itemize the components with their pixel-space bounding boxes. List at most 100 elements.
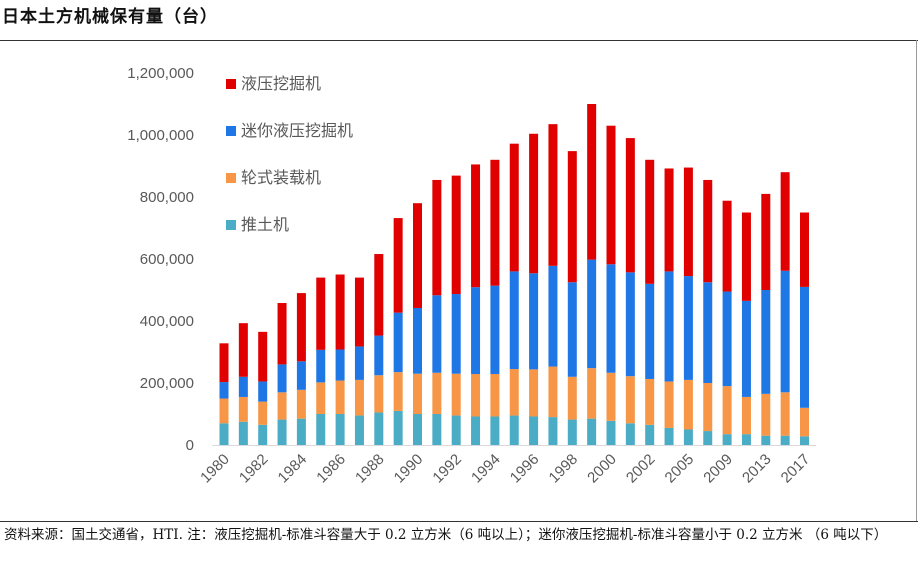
bar-segment [490, 285, 500, 375]
bar-segment [529, 133, 539, 274]
legend-swatch [226, 126, 236, 136]
bar-segment [490, 416, 500, 445]
bar-segment [567, 282, 577, 377]
bar-segment [683, 276, 693, 380]
x-tick-label: 1992 [429, 451, 465, 487]
bar-segment [722, 386, 732, 435]
x-tick-label: 2005 [662, 451, 698, 487]
bar-segment [722, 200, 732, 292]
bar-segment [509, 143, 519, 272]
y-axis: 0 200,000 400,000 600,000 800,000 1,000,000 1,… [127, 65, 194, 454]
bar-segment [683, 379, 693, 430]
bar-segment [529, 416, 539, 445]
bar-segment [645, 159, 655, 284]
bar-segment [606, 264, 616, 373]
bar-segment [741, 396, 751, 435]
bar-segment [529, 273, 539, 370]
bar-segment [509, 415, 519, 445]
bar-segment [451, 294, 461, 374]
bar-segment [664, 381, 674, 428]
x-tick-label: 2013 [739, 451, 775, 487]
bar-segment [413, 307, 422, 374]
bar-segment [413, 373, 422, 414]
source-note: 资料来源：国土交通省，HTI. 注：液压挖掘机-标准斗容量大于 0.2 立方米（… [4, 527, 888, 543]
bar-segment [219, 343, 229, 383]
bar-segment [645, 283, 655, 379]
legend-label: 液压挖掘机 [241, 74, 321, 93]
bar-segment [703, 431, 713, 445]
bar-segment [645, 378, 655, 425]
bar-segment [374, 335, 384, 376]
bar-segment [393, 372, 403, 411]
bar-segment [606, 372, 616, 421]
bar-segment [335, 414, 345, 445]
bar-segment [432, 179, 442, 296]
bar-segment [509, 369, 519, 416]
bar-segment [490, 159, 500, 286]
x-tick-label: 1996 [507, 451, 543, 487]
bar-segment [413, 414, 422, 445]
bar-segment [374, 375, 384, 413]
bar-segment [258, 381, 268, 402]
y-tick-label: 0 [186, 437, 194, 454]
x-tick-label: 2009 [700, 451, 736, 487]
bar-segment [529, 369, 539, 417]
y-tick-label: 1,200,000 [127, 65, 194, 82]
x-axis: 1980 1982 1984 1986 1988 1990 1992 1994 1996 1998… [197, 445, 817, 487]
x-tick-label: 1994 [468, 451, 504, 487]
bar-segment [258, 401, 268, 425]
legend-swatch [226, 173, 236, 183]
bar-segment [277, 419, 287, 445]
bar-segment [277, 364, 287, 393]
x-tick-label: 1988 [352, 451, 388, 487]
bar-segment [587, 104, 597, 260]
bar-segment [219, 382, 229, 399]
bar-segment [335, 349, 345, 381]
bar-segment [432, 414, 442, 445]
y-tick-label: 1,000,000 [127, 127, 194, 144]
legend-label: 迷你液压挖掘机 [241, 121, 353, 140]
bar-segment [780, 435, 790, 445]
bar-segment [625, 423, 635, 445]
bar-segment [471, 374, 481, 417]
bar-segment [800, 286, 809, 408]
bar-segment [296, 361, 306, 390]
bar-segment [393, 218, 403, 313]
bar-segment [374, 254, 384, 336]
bar-segment [335, 274, 345, 350]
bar-segment [761, 193, 771, 290]
bar-segment [393, 410, 403, 445]
bar-segment [432, 372, 442, 414]
bar-segment [800, 212, 809, 287]
bar-segment [451, 373, 461, 416]
bar-segment [354, 277, 364, 347]
bar-segment [548, 417, 558, 445]
x-tick-label: 1990 [391, 451, 427, 487]
x-tick-label: 2002 [623, 451, 659, 487]
x-tick-label: 1984 [275, 451, 311, 487]
bar-segment [432, 295, 442, 373]
bar-segment [567, 151, 577, 283]
bar-segment [316, 349, 326, 383]
bar-segment [664, 427, 674, 445]
frame-right-edge [916, 40, 917, 521]
bar-segment [761, 290, 771, 394]
title-divider [0, 40, 918, 41]
bar-segment [800, 407, 809, 437]
bar-segment [296, 418, 306, 445]
x-tick-label: 1986 [313, 451, 349, 487]
bar-segment [741, 434, 751, 445]
bar-segment [451, 175, 461, 295]
x-tick-label: 1998 [546, 451, 582, 487]
bar-segment [238, 323, 248, 377]
bar-segment [316, 414, 326, 445]
bar-segment [335, 380, 345, 414]
bar-segment [296, 293, 306, 362]
bar-segment [761, 435, 771, 445]
bar-segment [509, 271, 519, 370]
bar-segment [238, 396, 248, 422]
bar-segment [277, 392, 287, 420]
bar-segment [625, 138, 635, 273]
bar-segment [277, 303, 287, 365]
